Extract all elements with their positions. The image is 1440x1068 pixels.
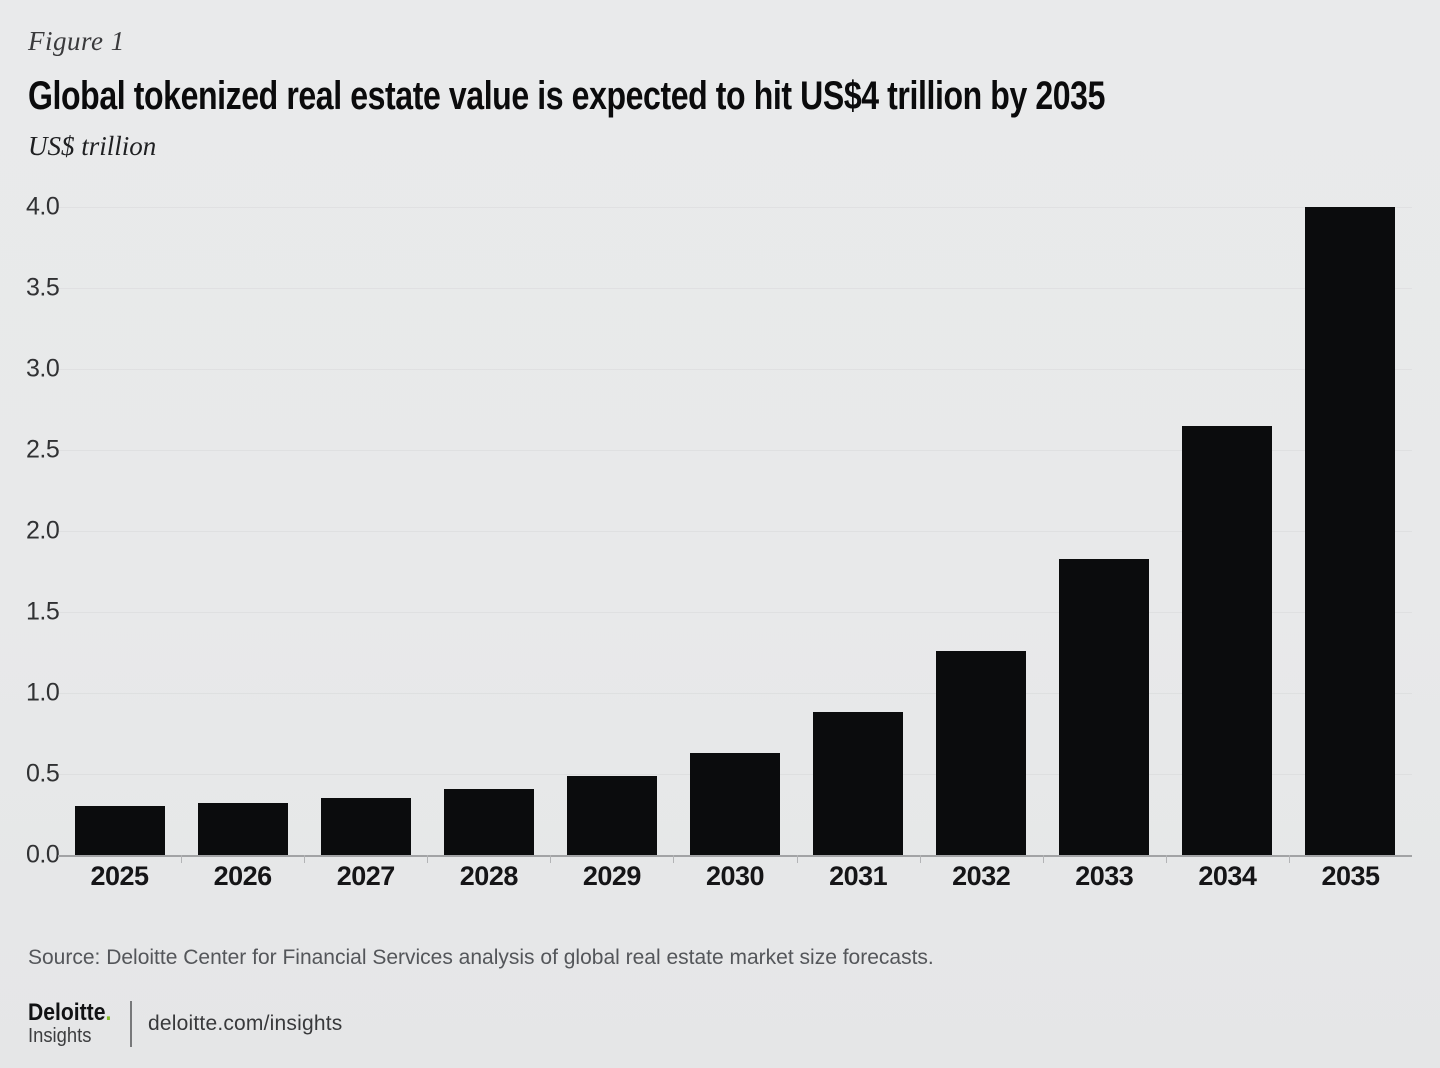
- x-axis-boundary-tick: [1288, 855, 1290, 863]
- bar-2031: [813, 712, 904, 855]
- x-tick-label: 2030: [705, 861, 765, 891]
- bar-cell: [1166, 207, 1289, 855]
- bar-cell: [797, 207, 920, 855]
- y-tick-label: 1.0: [26, 678, 60, 707]
- x-axis-boundary-tick: [427, 855, 429, 863]
- y-axis-labels: 0.0 0.5 1.0 1.5 2.0 2.5 3.0 3.5 4.0: [26, 193, 60, 869]
- y-tick-label: 2.0: [26, 516, 60, 545]
- bar-2035: [1305, 207, 1396, 855]
- bars: [58, 207, 1412, 855]
- y-tick-label: 0.5: [26, 759, 60, 788]
- bar-2027: [320, 798, 411, 855]
- bar-2033: [1059, 558, 1150, 855]
- footer-link[interactable]: deloitte.com/insights: [148, 1012, 343, 1035]
- bar-cell: [304, 207, 427, 855]
- footer-divider: [130, 1001, 132, 1047]
- deloitte-logo: Deloitte. Insights: [28, 1001, 128, 1048]
- footer: Deloitte. Insights deloitte.com/insights: [28, 999, 342, 1049]
- x-tick-label: 2027: [336, 861, 396, 891]
- x-axis-boundary-tick: [796, 855, 798, 863]
- bar-cell: [550, 207, 673, 855]
- y-tick-label: 3.5: [26, 273, 60, 302]
- page-title-text: Global tokenized real estate value is ex…: [28, 74, 1105, 118]
- x-tick-label: 2034: [1198, 861, 1257, 891]
- bar-2029: [566, 775, 657, 855]
- bar-cell: [673, 207, 796, 855]
- x-axis-labels: 2025 2026 2027 2028 2029 2030 2031 2032 2033 2034…: [58, 861, 1412, 892]
- x-axis-boundary-tick: [673, 855, 675, 863]
- bar-2032: [936, 650, 1027, 855]
- x-axis-boundary-tick: [181, 855, 183, 863]
- bar-2026: [197, 803, 288, 855]
- x-axis-boundary-tick: [550, 855, 552, 863]
- bar-cell: [1289, 207, 1412, 855]
- x-axis-line: [58, 855, 1412, 857]
- page-title: Global tokenized real estate value is ex…: [28, 74, 1373, 119]
- x-tick-label: 2031: [829, 861, 888, 891]
- bar-2030: [690, 752, 781, 855]
- brand-name-text: Deloitte: [28, 999, 106, 1026]
- y-axis-title: US$ trillion: [28, 131, 157, 161]
- x-axis-boundary-tick: [1042, 855, 1044, 863]
- x-axis-boundary-tick: [1165, 855, 1167, 863]
- figure-label: Figure 1: [28, 26, 125, 56]
- brand-name: Deloitte.: [28, 1001, 116, 1025]
- brand-sub: Insights: [28, 1025, 92, 1047]
- x-axis-boundary-tick: [919, 855, 921, 863]
- bar-cell: [1043, 207, 1166, 855]
- bar-cell: [920, 207, 1043, 855]
- bar-2028: [443, 788, 534, 855]
- source-note: Source: Deloitte Center for Financial Se…: [28, 946, 934, 969]
- x-tick-label: 2026: [213, 861, 273, 891]
- bar-2034: [1182, 425, 1273, 855]
- x-tick-label: 2033: [1075, 861, 1134, 891]
- bar-cell: [427, 207, 550, 855]
- y-tick-label: 3.0: [26, 354, 60, 383]
- bar-cell: [58, 207, 181, 855]
- bar-cell: [181, 207, 304, 855]
- x-tick-label: 2029: [582, 861, 642, 891]
- x-tick-label: 2028: [459, 861, 519, 891]
- y-tick-label: 2.5: [26, 435, 60, 464]
- y-tick-label: 0.0: [26, 840, 60, 869]
- plot-area: [58, 207, 1412, 863]
- x-axis-boundary-tick: [304, 855, 306, 863]
- bar-2025: [74, 806, 165, 855]
- y-tick-label: 4.0: [26, 192, 60, 221]
- brand-green-dot: .: [105, 999, 112, 1026]
- y-tick-label: 1.5: [26, 597, 60, 626]
- x-tick-label: 2032: [952, 861, 1011, 891]
- x-tick-label: 2025: [90, 861, 150, 891]
- x-tick-label: 2035: [1321, 861, 1380, 891]
